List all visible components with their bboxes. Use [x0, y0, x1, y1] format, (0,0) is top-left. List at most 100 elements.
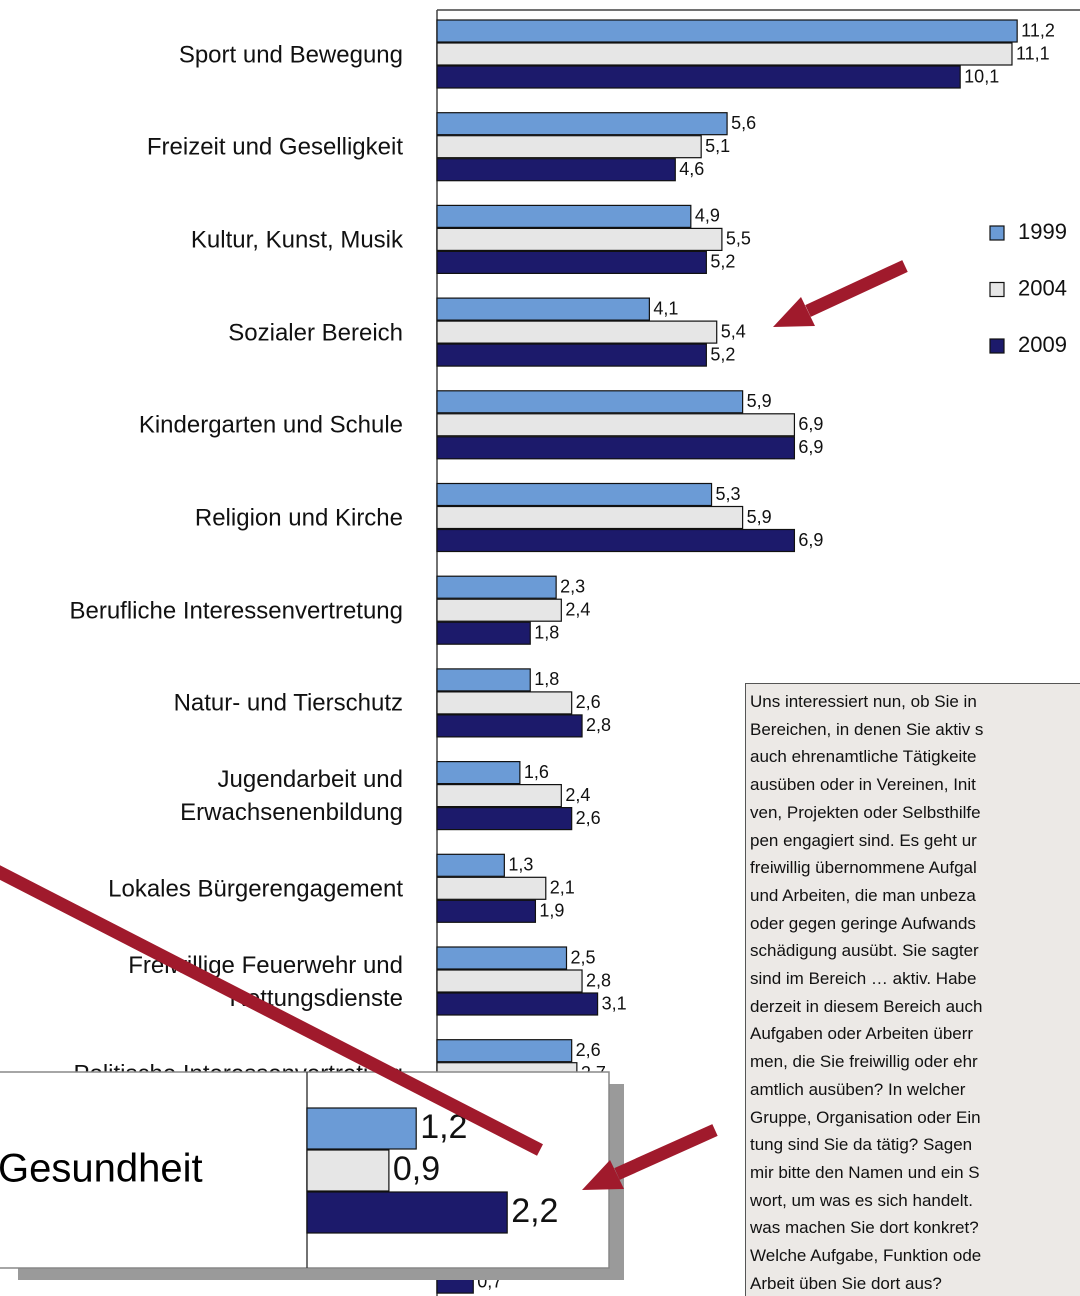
bar [436, 65, 961, 89]
value-label: 1,3 [508, 855, 533, 875]
text-line: oder gegen geringe Aufwands [750, 913, 976, 933]
text-line: Gruppe, Organisation oder Ein [750, 1107, 981, 1127]
legend-label: 2004 [1018, 275, 1067, 300]
text-line: wort, um was es sich handelt. [750, 1190, 973, 1210]
text-line: ausüben oder in Vereinen, Init [750, 775, 976, 795]
value-label: 6,9 [798, 530, 823, 550]
value-label: 5,1 [705, 136, 730, 156]
bar [436, 691, 573, 715]
bar [436, 297, 650, 321]
bar [306, 1191, 508, 1234]
text-line: ven, Projekten oder Selbsthilfe [750, 802, 981, 822]
text-line: amtlich ausüben? In welcher [750, 1079, 966, 1099]
category-label: Natur- und Tierschutz [173, 689, 403, 717]
category-label: Jugendarbeit und Erwachsenenbildung [180, 766, 403, 827]
arrow-shaft [805, 260, 908, 317]
text-line: sind im Bereich … aktiv. Habe [750, 969, 977, 989]
category-label: Sozialer Bereich [228, 319, 403, 347]
bar [436, 528, 796, 553]
bar [436, 320, 718, 344]
bar [436, 482, 713, 507]
category-label: Gesundheit [0, 1147, 203, 1191]
value-label: 2,6 [576, 692, 601, 712]
question-text-box: Uns interessiert nun, ob Sie in Bereichen… [745, 683, 1080, 1296]
text-line: was machen Sie dort konkret? [750, 1218, 979, 1238]
bar [306, 1107, 417, 1150]
bar [436, 714, 583, 738]
category-label: Sport und Bewegung [178, 41, 403, 68]
value-label: 5,6 [731, 113, 756, 133]
bar [436, 598, 562, 622]
bar [436, 946, 568, 970]
value-label: 4,6 [679, 159, 704, 179]
value-label: 5,5 [726, 229, 751, 249]
bar [436, 876, 547, 900]
value-label: 2,6 [576, 1040, 601, 1060]
legend-swatch [989, 338, 1005, 354]
bar [436, 204, 692, 228]
value-label: 2,4 [565, 599, 590, 619]
arrow-head [582, 1160, 624, 1190]
value-label: 6,9 [798, 437, 823, 457]
value-label: 4,1 [653, 298, 678, 318]
text-line: freiwillig übernommene Aufgal [750, 858, 977, 878]
bar [436, 1039, 573, 1063]
category-label: Kindergarten und Schule [138, 411, 403, 439]
text-line: derzeit in diesem Bereich auch [750, 996, 983, 1016]
bar [436, 413, 796, 437]
value-label: 0,9 [393, 1150, 440, 1188]
value-label: 2,8 [586, 970, 611, 990]
value-label: 1,8 [534, 622, 559, 642]
bar [436, 621, 531, 645]
text-line: und Arbeiten, die man unbeza [750, 885, 976, 905]
arrow-shaft [614, 1124, 718, 1180]
value-label: 3,1 [602, 993, 627, 1013]
bar [436, 853, 505, 877]
text-line: men, die Sie freiwillig oder ehr [750, 1052, 978, 1072]
pointer-line [0, 865, 543, 1156]
value-label: 11,1 [1016, 43, 1050, 63]
bar [436, 343, 707, 367]
bar [436, 436, 796, 460]
bar [436, 668, 531, 692]
text-line: Arbeit üben Sie dort aus? [750, 1273, 942, 1293]
value-label: 11,2 [1021, 20, 1055, 40]
value-label: 5,2 [710, 252, 735, 272]
bar [436, 899, 537, 923]
legend-swatch [989, 225, 1005, 241]
value-label: 2,8 [586, 715, 611, 735]
bar [436, 227, 723, 251]
bar [436, 760, 521, 785]
bar [436, 19, 1018, 43]
bar [436, 969, 583, 993]
legend-label: 2009 [1018, 332, 1067, 357]
text-line: pen engagiert sind. Es geht ur [750, 830, 977, 850]
value-label: 2,3 [560, 576, 585, 596]
category-label: Freizeit und Geselligkeit [146, 133, 403, 161]
category-label: Religion und Kirche [194, 504, 403, 532]
value-label: 5,9 [747, 507, 772, 527]
text-line: Bereichen, in denen Sie aktiv s [750, 719, 984, 739]
bar [436, 505, 744, 530]
value-label: 1,8 [534, 669, 559, 689]
category-label: Kultur, Kunst, Musik [190, 226, 403, 254]
category-label: Berufliche Interessenvertretung [69, 597, 403, 625]
value-label: 5,4 [721, 321, 746, 341]
arrow-head [773, 297, 815, 327]
text-line: Welche Aufgabe, Funktion ode [750, 1246, 982, 1266]
inset-box [0, 1071, 610, 1269]
text-line: mir bitte den Namen und ein S [750, 1162, 980, 1182]
bar [436, 135, 702, 159]
text-line: Uns interessiert nun, ob Sie in [750, 692, 977, 711]
bar [436, 390, 744, 414]
value-label: 5,2 [710, 344, 735, 364]
bar [306, 1149, 390, 1192]
bar [436, 783, 562, 808]
value-label: 2,2 [511, 1192, 558, 1230]
bar [436, 158, 676, 182]
text-line: schädigung ausübt. Sie sagter [750, 941, 979, 961]
value-label: 1,6 [524, 762, 549, 782]
